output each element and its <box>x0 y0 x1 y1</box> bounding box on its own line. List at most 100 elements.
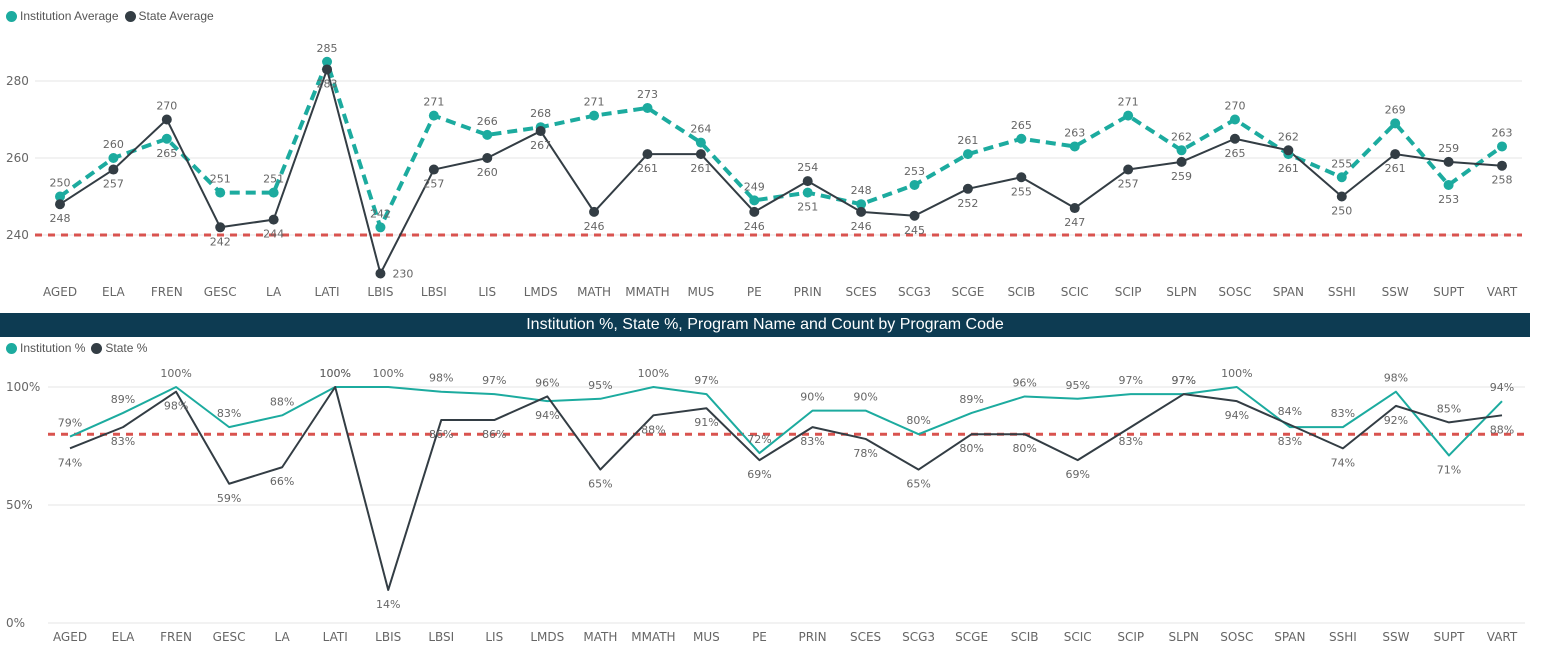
x-tick-label: MMATH <box>631 630 675 644</box>
x-tick-label: FREN <box>160 630 192 644</box>
data-label: 97% <box>482 374 506 387</box>
data-point <box>161 114 172 125</box>
data-point <box>108 164 119 175</box>
data-label: 89% <box>959 393 983 406</box>
data-label: 285 <box>317 42 338 55</box>
data-label: 97% <box>694 374 718 387</box>
x-tick-label: SSW <box>1382 285 1409 299</box>
data-label: 273 <box>637 88 658 101</box>
x-tick-label: MATH <box>577 285 611 299</box>
data-label: 65% <box>906 478 930 491</box>
x-tick-label: SCGE <box>951 285 984 299</box>
data-point <box>802 187 813 198</box>
x-tick-label: PRIN <box>798 630 826 644</box>
data-label: 261 <box>690 162 711 175</box>
data-point <box>215 187 226 198</box>
legend-item-state-average[interactable]: State Average <box>124 9 214 23</box>
data-point <box>589 206 600 217</box>
data-point <box>1069 203 1080 214</box>
data-label: 250 <box>1331 205 1352 218</box>
data-label: 92% <box>1384 414 1408 427</box>
legend-item-institution-pct[interactable]: Institution % <box>6 341 85 355</box>
data-label: 72% <box>747 433 771 446</box>
dark-dot-icon <box>91 342 103 354</box>
data-label: 248 <box>50 212 71 225</box>
data-label: 80% <box>1012 442 1036 455</box>
data-label: 88% <box>1490 423 1514 436</box>
x-tick-label: LBIS <box>375 630 401 644</box>
data-label: 85% <box>1437 402 1461 415</box>
data-label: 94% <box>535 409 559 422</box>
x-tick-label: SOSC <box>1218 285 1251 299</box>
x-tick-label: PRIN <box>794 285 822 299</box>
data-point <box>909 210 920 221</box>
data-label: 78% <box>853 447 877 460</box>
data-point <box>482 129 493 140</box>
data-label: 83% <box>111 435 135 448</box>
data-label: 248 <box>851 184 872 197</box>
data-point <box>1016 172 1027 183</box>
data-point <box>1390 149 1401 160</box>
legend-bottom: Institution % State % <box>6 341 153 355</box>
data-label: 260 <box>477 166 498 179</box>
data-label: 96% <box>1012 376 1036 389</box>
data-label: 95% <box>1065 379 1089 392</box>
x-tick-label: PE <box>752 630 767 644</box>
data-label: 66% <box>270 475 294 488</box>
x-tick-label: ELA <box>112 630 136 644</box>
teal-dot-icon <box>6 342 17 354</box>
x-tick-label: SCIC <box>1064 630 1092 644</box>
x-tick-label: MMATH <box>625 285 669 299</box>
data-label: 69% <box>1065 468 1089 481</box>
y-tick-label: 50% <box>6 498 33 512</box>
x-tick-label: LIS <box>485 630 503 644</box>
data-label: 74% <box>1331 456 1355 469</box>
data-label: 14% <box>376 598 400 611</box>
x-tick-label: FREN <box>151 285 183 299</box>
data-point <box>1390 118 1401 129</box>
x-tick-label: LBSI <box>421 285 447 299</box>
teal-dot-icon <box>6 10 17 22</box>
data-label: 258 <box>1492 174 1513 187</box>
x-tick-label: SPAN <box>1274 630 1305 644</box>
data-label: 255 <box>1011 185 1032 198</box>
legend-label: State Average <box>138 9 214 23</box>
data-point <box>1176 156 1187 167</box>
data-label: 283 <box>317 77 338 90</box>
dark-dot-icon <box>124 10 136 22</box>
x-tick-label: SCIB <box>1007 285 1035 299</box>
data-label: 96% <box>535 376 559 389</box>
data-point <box>428 110 439 121</box>
legend-item-institution-average[interactable]: Institution Average <box>6 9 119 23</box>
data-label: 259 <box>1171 170 1192 183</box>
data-point <box>268 187 279 198</box>
data-label: 265 <box>156 147 177 160</box>
data-label: 262 <box>1278 130 1299 143</box>
x-tick-label: SSHI <box>1329 630 1357 644</box>
data-label: 90% <box>853 391 877 404</box>
data-point <box>322 64 333 75</box>
y-tick-label: 240 <box>6 228 29 242</box>
data-label: 97% <box>1119 374 1143 387</box>
data-label: 257 <box>103 178 124 191</box>
x-tick-label: MATH <box>583 630 617 644</box>
data-point <box>55 191 65 202</box>
x-tick-label: LBSI <box>428 630 454 644</box>
data-label: 69% <box>747 468 771 481</box>
data-label: 95% <box>588 379 612 392</box>
data-label: 84% <box>1278 405 1302 418</box>
x-tick-label: SLPN <box>1169 630 1200 644</box>
x-tick-label: LIS <box>478 285 496 299</box>
data-label: 245 <box>904 224 925 237</box>
y-tick-label: 280 <box>6 74 29 88</box>
y-tick-label: 260 <box>6 151 29 165</box>
data-label: 88% <box>270 395 294 408</box>
legend-item-state-pct[interactable]: State % <box>91 341 147 355</box>
legend-label: Institution Average <box>20 9 119 23</box>
x-tick-label: SUPT <box>1433 285 1465 299</box>
x-tick-label: SCIC <box>1061 285 1089 299</box>
data-point <box>322 56 333 67</box>
data-label: 269 <box>1385 103 1406 116</box>
data-label: 259 <box>1438 142 1459 155</box>
